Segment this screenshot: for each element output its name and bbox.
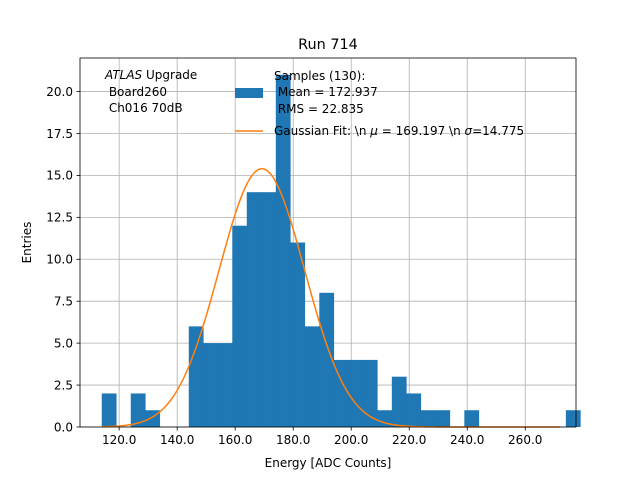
histogram-bar bbox=[377, 410, 393, 427]
legend-fit-sigma: σ bbox=[465, 124, 473, 138]
annotation-board: Board260 bbox=[105, 85, 167, 99]
legend-fit-mu: μ bbox=[369, 124, 378, 138]
histogram-bar bbox=[188, 326, 204, 427]
x-tick-label: 260.0 bbox=[508, 433, 542, 447]
histogram-bar bbox=[232, 225, 248, 427]
histogram-bar bbox=[362, 359, 378, 427]
annotation-channel: Ch016 70dB bbox=[105, 101, 183, 115]
y-tick-label: 12.5 bbox=[46, 211, 73, 225]
legend-fit-suffix: =14.775 bbox=[472, 124, 524, 138]
legend-histogram-line-2: Mean = 172.937 bbox=[274, 85, 378, 99]
histogram-bar bbox=[319, 292, 335, 427]
legend-histogram-line-3: RMS = 22.835 bbox=[274, 102, 364, 116]
annotation-atlas: ATLAS bbox=[104, 68, 143, 82]
histogram-bar bbox=[217, 343, 233, 427]
histogram-bar bbox=[261, 192, 277, 427]
annotation-line-1: ATLAS Upgrade bbox=[104, 68, 197, 82]
legend-fit-mid: = 169.197 \n bbox=[378, 124, 465, 138]
histogram-bars bbox=[101, 74, 581, 427]
histogram-bar bbox=[391, 376, 407, 427]
x-tick-label: 220.0 bbox=[392, 433, 426, 447]
y-tick-label: 10.0 bbox=[46, 253, 73, 267]
histogram-bar bbox=[348, 359, 364, 427]
histogram-bar bbox=[246, 192, 262, 427]
chart-title: Run 714 bbox=[298, 37, 358, 53]
x-tick-label: 120.0 bbox=[102, 433, 136, 447]
histogram-bar bbox=[435, 410, 451, 427]
legend-histogram-line-1: Samples (130): bbox=[274, 69, 365, 83]
y-tick-label: 20.0 bbox=[46, 85, 73, 99]
histogram-bar bbox=[290, 242, 306, 427]
x-tick-label: 240.0 bbox=[450, 433, 484, 447]
x-axis-label: Energy [ADC Counts] bbox=[265, 456, 392, 470]
histogram-bar bbox=[203, 343, 219, 427]
histogram-bar bbox=[420, 410, 436, 427]
x-tick-label: 140.0 bbox=[160, 433, 194, 447]
x-tick-label: 160.0 bbox=[218, 433, 252, 447]
x-axis-ticks: 120.0 140.0 160.0 180.0 200.0 220.0 240.0 260.0 bbox=[102, 427, 542, 447]
y-tick-label: 17.5 bbox=[46, 127, 73, 141]
plot-frame bbox=[79, 57, 577, 428]
legend-fit-label: Gaussian Fit: \n μ = 169.197 \n σ=14.775 bbox=[274, 124, 524, 138]
y-axis-label: Entries bbox=[20, 222, 34, 264]
y-tick-label: 15.0 bbox=[46, 169, 73, 183]
annotation-upgrade: Upgrade bbox=[142, 68, 197, 82]
y-tick-label: 0.0 bbox=[54, 420, 73, 434]
histogram-bar bbox=[565, 410, 581, 427]
legend-histogram-swatch bbox=[235, 88, 263, 98]
atlas-annotation: ATLAS Upgrade Board260 Ch016 70dB bbox=[104, 68, 197, 115]
histogram-bar bbox=[304, 326, 320, 427]
histogram-bar bbox=[130, 393, 146, 427]
histogram-bar bbox=[101, 393, 117, 427]
legend-fit-prefix: Gaussian Fit: \n bbox=[274, 124, 370, 138]
y-tick-label: 5.0 bbox=[54, 336, 73, 350]
y-axis-ticks: 0.0 2.5 5.0 7.5 10.0 12.5 15.0 17.5 20.0 bbox=[46, 85, 80, 434]
histogram-bar bbox=[406, 393, 422, 427]
x-tick-label: 180.0 bbox=[276, 433, 310, 447]
histogram-bar bbox=[275, 74, 291, 427]
x-tick-label: 200.0 bbox=[334, 433, 368, 447]
legend: Samples (130): Mean = 172.937 RMS = 22.8… bbox=[235, 69, 524, 138]
histogram-bar bbox=[464, 410, 480, 427]
histogram-bar bbox=[333, 359, 349, 427]
y-tick-label: 7.5 bbox=[54, 295, 73, 309]
y-tick-label: 2.5 bbox=[54, 378, 73, 392]
